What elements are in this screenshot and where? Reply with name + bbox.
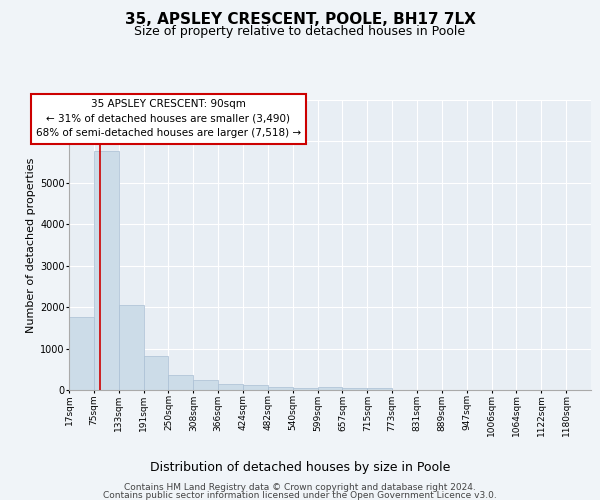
Bar bbox=[119, 305, 143, 390]
Text: Distribution of detached houses by size in Poole: Distribution of detached houses by size … bbox=[150, 461, 450, 474]
Y-axis label: Number of detached properties: Number of detached properties bbox=[26, 158, 36, 332]
Text: Size of property relative to detached houses in Poole: Size of property relative to detached ho… bbox=[134, 25, 466, 38]
Text: Contains HM Land Registry data © Crown copyright and database right 2024.: Contains HM Land Registry data © Crown c… bbox=[124, 483, 476, 492]
Bar bbox=[193, 380, 218, 390]
Text: Contains public sector information licensed under the Open Government Licence v3: Contains public sector information licen… bbox=[103, 490, 497, 500]
Bar bbox=[367, 388, 392, 390]
Bar bbox=[94, 152, 119, 390]
Text: 35 APSLEY CRESCENT: 90sqm
← 31% of detached houses are smaller (3,490)
68% of se: 35 APSLEY CRESCENT: 90sqm ← 31% of detac… bbox=[36, 99, 301, 138]
Bar bbox=[69, 317, 94, 390]
Bar bbox=[169, 374, 193, 390]
Bar bbox=[317, 387, 343, 390]
Text: 35, APSLEY CRESCENT, POOLE, BH17 7LX: 35, APSLEY CRESCENT, POOLE, BH17 7LX bbox=[125, 12, 475, 28]
Bar bbox=[243, 385, 268, 390]
Bar bbox=[343, 388, 367, 390]
Bar bbox=[218, 384, 243, 390]
Bar bbox=[143, 356, 169, 390]
Bar bbox=[293, 388, 317, 390]
Bar bbox=[268, 387, 293, 390]
